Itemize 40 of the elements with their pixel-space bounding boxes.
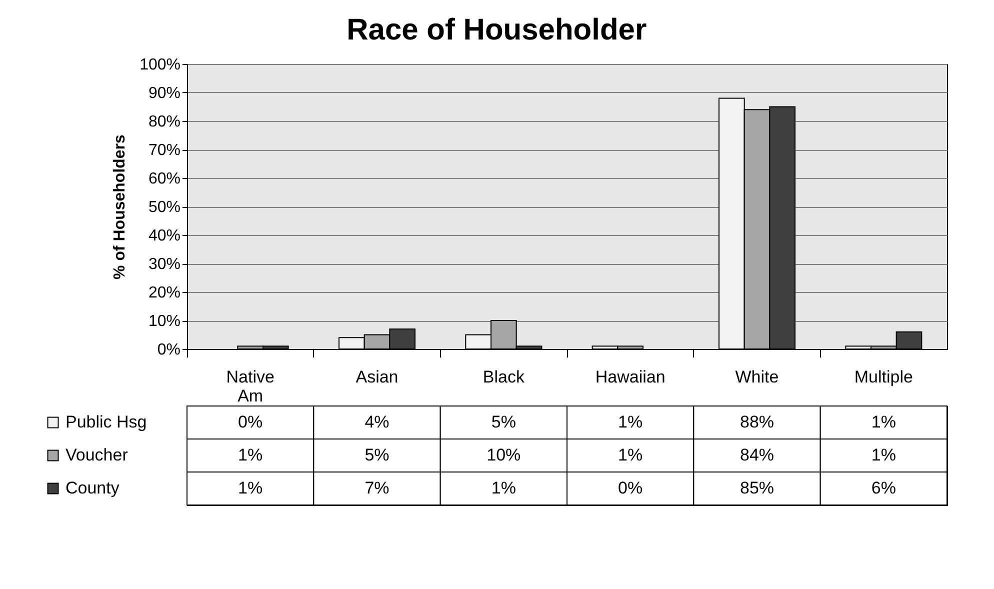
data-label: 85% [740,478,774,498]
data-label: 1% [618,412,643,432]
data-label: 5% [491,412,516,432]
data-label: 4% [364,412,390,432]
legend-label: Public Hsg [66,412,147,432]
y-tick-label: 20% [148,284,180,302]
y-tick-label: 90% [148,85,180,102]
data-label: 84% [740,446,774,464]
y-tick-label: 50% [148,199,180,216]
legend-label: County [66,478,120,498]
data-label: 10% [486,446,521,464]
x-tick-label: White [735,368,779,386]
data-label: 0% [238,412,263,432]
y-tick-label: 60% [148,170,180,188]
y-tick-label: 100% [140,56,180,74]
y-tick-label: 80% [148,114,180,130]
y-tick-label: 70% [148,142,180,159]
data-label: 6% [871,478,896,498]
legend-label: Voucher [66,446,128,464]
data-label: 1% [238,446,263,464]
x-tick-label: Native Am [226,368,274,406]
data-label: 7% [364,478,390,498]
x-tick-label: Hawaiian [595,368,666,386]
data-label: 1% [871,446,896,464]
x-tick-label: Asian [356,368,398,386]
data-label: 88% [740,412,774,432]
chart-title: Race of Householder [346,14,647,46]
x-tick-label: Multiple [854,368,913,386]
data-label: 5% [364,446,390,464]
data-label: 0% [618,478,643,498]
y-tick-label: 0% [157,342,180,358]
data-label: 1% [618,446,643,464]
data-label: 1% [238,478,263,498]
y-axis-title: % of Householders [112,134,129,280]
x-tick-label: Black [482,368,525,386]
data-label: 1% [871,412,896,432]
y-tick-label: 10% [148,313,180,330]
y-tick-label: 40% [148,228,180,244]
y-tick-label: 30% [148,256,180,273]
data-label: 1% [491,478,516,498]
